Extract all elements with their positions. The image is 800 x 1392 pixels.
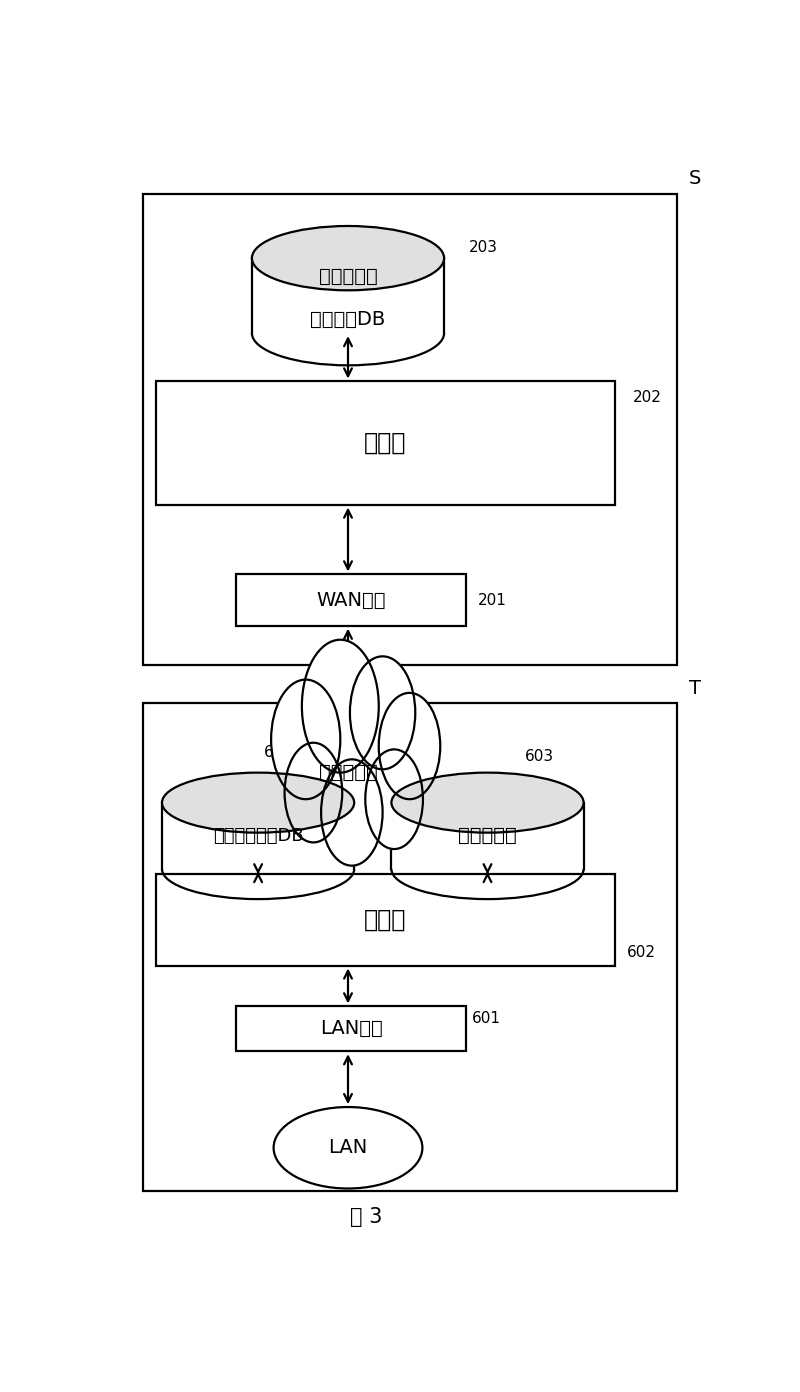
FancyBboxPatch shape	[391, 803, 584, 869]
FancyBboxPatch shape	[156, 874, 614, 966]
Text: 控制部: 控制部	[364, 908, 406, 933]
Circle shape	[271, 679, 340, 799]
Circle shape	[366, 749, 423, 849]
Text: 602: 602	[627, 945, 656, 960]
Circle shape	[378, 693, 440, 799]
Circle shape	[321, 760, 382, 866]
Text: 604: 604	[264, 745, 294, 760]
Ellipse shape	[252, 226, 444, 291]
Text: 601: 601	[472, 1011, 501, 1026]
Text: 603: 603	[525, 749, 554, 764]
Text: LAN接口: LAN接口	[320, 1019, 382, 1038]
FancyBboxPatch shape	[237, 1006, 466, 1051]
FancyBboxPatch shape	[143, 193, 677, 665]
Text: S: S	[689, 170, 702, 188]
Text: 中继服务器: 中继服务器	[318, 267, 378, 285]
Circle shape	[285, 743, 342, 842]
Text: 国际互联网: 国际互联网	[318, 763, 378, 782]
Text: WAN接口: WAN接口	[316, 590, 386, 610]
Text: 账户信息DB: 账户信息DB	[310, 310, 386, 329]
Text: 203: 203	[469, 239, 498, 255]
Text: 201: 201	[478, 593, 507, 607]
Text: LAN: LAN	[328, 1139, 368, 1157]
Circle shape	[302, 640, 378, 773]
Ellipse shape	[162, 773, 354, 832]
FancyBboxPatch shape	[237, 575, 466, 626]
FancyBboxPatch shape	[162, 803, 354, 869]
FancyBboxPatch shape	[252, 258, 444, 333]
Text: 共享资源信息DB: 共享资源信息DB	[213, 827, 303, 845]
Text: 图 2: 图 2	[350, 692, 382, 713]
Ellipse shape	[391, 773, 584, 832]
Ellipse shape	[274, 1107, 422, 1189]
Text: 控制部: 控制部	[364, 432, 406, 455]
Circle shape	[350, 657, 415, 770]
Text: 图 3: 图 3	[350, 1207, 382, 1226]
Text: 202: 202	[634, 390, 662, 405]
FancyBboxPatch shape	[156, 381, 614, 505]
FancyBboxPatch shape	[143, 703, 677, 1190]
Text: T: T	[689, 679, 701, 697]
Text: 资源存储部: 资源存储部	[458, 827, 517, 845]
